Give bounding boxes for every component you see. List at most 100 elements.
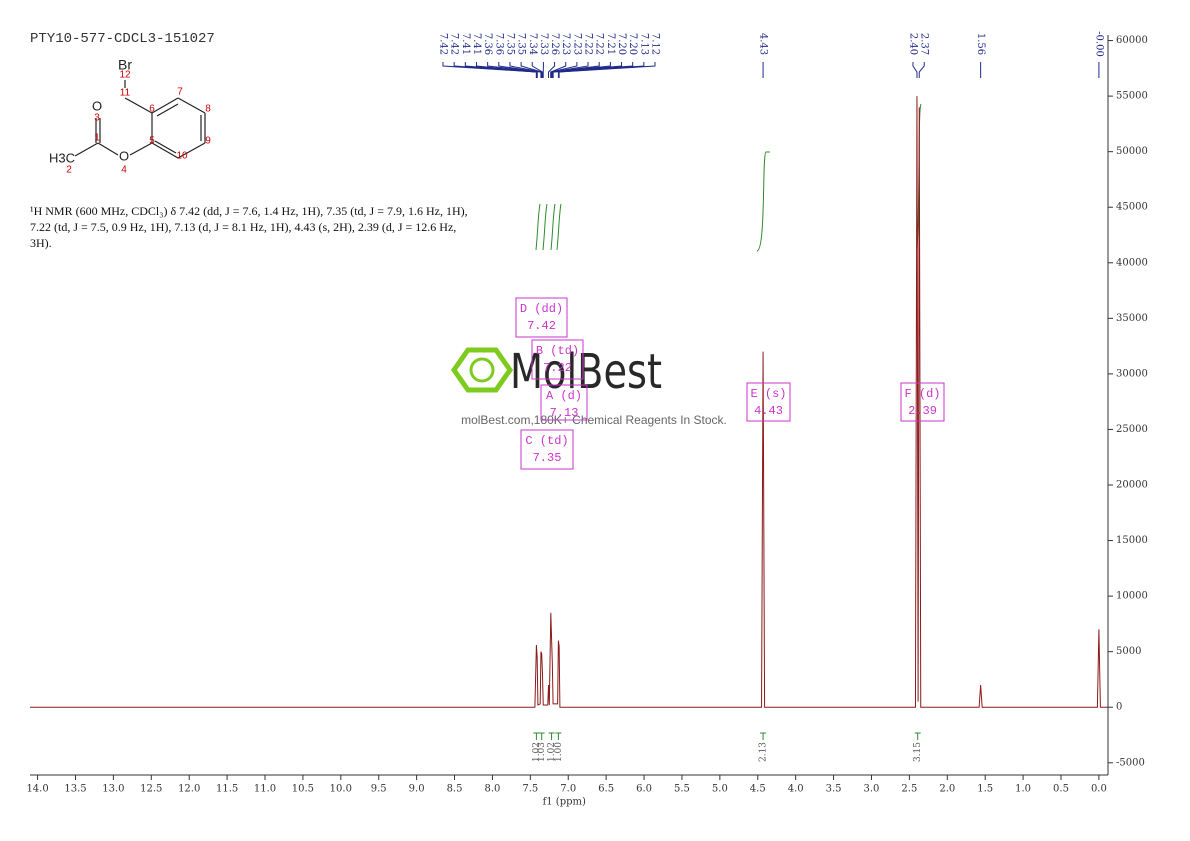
y-tick-label: -5000 xyxy=(1116,757,1145,768)
atom-label: O xyxy=(92,98,102,113)
peak-label: 7.41 xyxy=(471,33,482,55)
x-tick-label: 4.0 xyxy=(788,784,804,795)
multiplet-box xyxy=(540,384,588,421)
peak-label: 2.40 xyxy=(907,33,918,55)
peak-label: 7.36 xyxy=(493,33,504,55)
x-tick-label: 0.0 xyxy=(1091,784,1107,795)
integral-label: 1.00 xyxy=(554,742,564,762)
y-tick-label: 5000 xyxy=(1116,646,1141,657)
multiplet-shift: 4.43 xyxy=(754,404,783,418)
y-tick-label: 25000 xyxy=(1116,424,1148,435)
multiplet-box xyxy=(746,382,791,422)
logo-ring xyxy=(469,357,495,383)
integral-bracket xyxy=(760,732,767,740)
integral-label: 2.13 xyxy=(759,742,769,762)
peak-label: 7.41 xyxy=(460,33,471,55)
peak-label: 7.22 xyxy=(583,33,594,55)
atom-label: 1 xyxy=(94,133,100,144)
atom-label: Br xyxy=(118,57,132,73)
x-tick-label: 11.0 xyxy=(254,784,276,795)
integral-curve xyxy=(556,203,562,251)
bond xyxy=(151,97,179,114)
bond xyxy=(97,142,119,156)
atom-label: H3C xyxy=(49,150,75,165)
integral-label: 1.02 xyxy=(547,742,557,762)
x-tick-label: 7.0 xyxy=(560,784,576,795)
x-tick-label: 9.0 xyxy=(409,784,425,795)
integral-label: 1.03 xyxy=(537,742,547,762)
peak-label: 7.12 xyxy=(650,33,661,55)
x-tick-label: 12.5 xyxy=(140,784,162,795)
integral-bracket xyxy=(548,732,555,740)
peak-label: 7.23 xyxy=(571,33,582,55)
x-tick-label: 7.5 xyxy=(522,784,538,795)
x-tick-label: 1.5 xyxy=(977,784,993,795)
peak-label: 4.43 xyxy=(758,33,769,55)
atom-label: 3 xyxy=(94,113,100,124)
peak-label: 7.23 xyxy=(560,33,571,55)
atom-label: 9 xyxy=(205,136,211,147)
peak-marker xyxy=(552,62,634,78)
x-tick-label: 13.0 xyxy=(102,784,124,795)
bond xyxy=(129,142,153,156)
x-tick-label: 1.0 xyxy=(1015,784,1031,795)
integral-curve xyxy=(542,203,548,251)
x-tick-label: 10.5 xyxy=(292,784,314,795)
x-tick-label: 6.0 xyxy=(636,784,652,795)
peak-label: 7.35 xyxy=(516,33,527,55)
atom-label: 4 xyxy=(121,165,127,176)
atom-label: 7 xyxy=(177,87,183,98)
x-tick-label: 9.5 xyxy=(371,784,387,795)
y-tick-label: 0 xyxy=(1116,702,1122,713)
integral-bracket xyxy=(555,732,562,740)
y-tick-label: 20000 xyxy=(1116,480,1148,491)
multiplet-box xyxy=(900,382,945,422)
peak-label: 7.36 xyxy=(482,33,493,55)
integral-label: 1.02 xyxy=(532,742,542,762)
peak-label: 7.13 xyxy=(638,33,649,55)
peak-label: 7.34 xyxy=(527,33,538,55)
peak-label: 7.42 xyxy=(449,33,460,55)
peak-marker xyxy=(558,62,656,78)
x-tick-label: 8.5 xyxy=(447,784,463,795)
integral-bracket xyxy=(914,732,921,740)
x-tick-label: 5.0 xyxy=(712,784,728,795)
y-tick-label: 55000 xyxy=(1116,91,1148,102)
atom-label: 10 xyxy=(176,151,188,162)
x-tick-label: 10.0 xyxy=(330,784,352,795)
x-tick-label: 2.0 xyxy=(939,784,955,795)
peak-marker xyxy=(520,62,543,78)
multiplet-box xyxy=(520,429,574,470)
peak-label: 7.21 xyxy=(605,33,616,55)
peak-label: 2.37 xyxy=(919,33,930,55)
multiplet-label: A (d) xyxy=(546,389,582,403)
x-tick-label: 4.5 xyxy=(750,784,766,795)
x-tick-label: 5.5 xyxy=(674,784,690,795)
peak-label: 7.20 xyxy=(616,33,627,55)
atom-label: 2 xyxy=(66,165,72,176)
peak-marker xyxy=(475,62,538,78)
y-tick-label: 50000 xyxy=(1116,146,1148,157)
atom-label: 12 xyxy=(119,70,131,81)
peak-marker xyxy=(551,62,611,78)
bond xyxy=(154,140,177,154)
x-tick-label: 11.5 xyxy=(216,784,238,795)
x-tick-label: 0.5 xyxy=(1053,784,1069,795)
multiplet-label: C (td) xyxy=(525,434,568,448)
peak-marker xyxy=(918,62,925,78)
x-tick-label: 8.0 xyxy=(484,784,500,795)
integral-label: 3.15 xyxy=(913,742,923,762)
title: PTY10-577-CDCL3-151027 xyxy=(30,31,215,47)
bond xyxy=(74,142,99,157)
peak-marker xyxy=(550,62,578,78)
bond xyxy=(156,103,179,117)
multiplet-shift: 7.35 xyxy=(533,451,562,465)
y-tick-label: 10000 xyxy=(1116,591,1148,602)
multiplet-label: D (dd) xyxy=(520,302,563,316)
x-tick-label: 6.5 xyxy=(598,784,614,795)
y-tick-label: 60000 xyxy=(1116,35,1148,46)
watermark-logo xyxy=(450,347,514,393)
x-axis-label: f1 (ppm) xyxy=(543,797,586,808)
